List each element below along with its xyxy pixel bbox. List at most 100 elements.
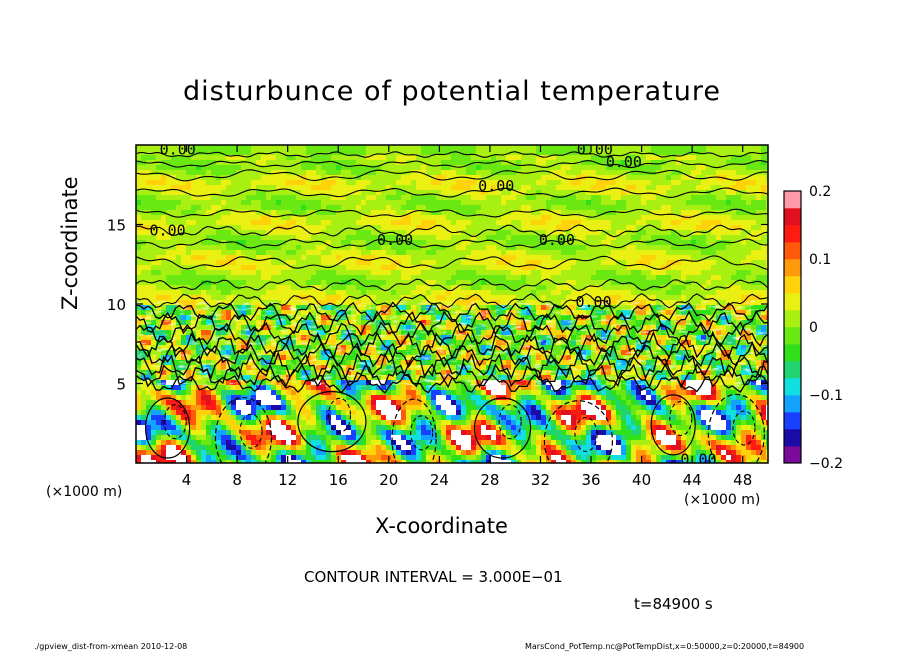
field-cell <box>636 195 642 201</box>
field-cell <box>276 290 282 296</box>
field-cell <box>521 285 527 291</box>
field-cell <box>351 275 357 281</box>
field-cell <box>536 240 542 246</box>
field-cell <box>681 275 687 281</box>
field-cell <box>211 235 217 241</box>
field-cell <box>236 150 242 156</box>
field-cell <box>356 255 362 261</box>
field-cell <box>151 180 157 186</box>
field-cell <box>151 295 157 301</box>
field-cell <box>616 290 622 296</box>
field-cell <box>646 160 652 166</box>
field-cell <box>216 250 222 256</box>
field-cell <box>256 185 262 191</box>
field-cell <box>366 175 372 181</box>
field-cell <box>411 165 417 171</box>
field-cell <box>481 195 487 201</box>
field-cell <box>476 240 482 246</box>
field-cell <box>611 295 617 301</box>
field-cell <box>721 260 727 266</box>
field-cell <box>416 235 422 241</box>
field-cell <box>501 280 507 286</box>
field-cell <box>716 155 722 161</box>
field-cell <box>146 200 152 206</box>
field-cell <box>561 200 567 206</box>
field-cell <box>216 220 222 226</box>
field-cell <box>296 205 302 211</box>
field-cell <box>436 250 442 256</box>
field-cell <box>696 245 702 251</box>
field-cell <box>756 255 762 261</box>
field-cell <box>331 145 337 151</box>
field-cell <box>141 220 147 226</box>
field-cell <box>476 265 482 271</box>
field-cell <box>561 290 567 296</box>
field-cell <box>136 250 142 256</box>
field-cell <box>476 285 482 291</box>
field-cell <box>276 240 282 246</box>
field-cell <box>761 195 767 201</box>
field-cell <box>686 285 692 291</box>
field-cell <box>226 170 232 176</box>
field-cell <box>566 230 572 236</box>
field-cell <box>491 185 497 191</box>
field-cell <box>331 205 337 211</box>
field-cell <box>631 265 637 271</box>
field-cell <box>401 285 407 291</box>
field-cell <box>496 180 502 186</box>
field-cell <box>666 255 672 261</box>
field-cell <box>466 280 472 286</box>
field-cell <box>276 285 282 291</box>
field-cell <box>681 170 687 176</box>
field-cell <box>331 250 337 256</box>
field-cell <box>246 200 252 206</box>
field-cell <box>206 285 212 291</box>
field-cell <box>286 195 292 201</box>
field-cell <box>261 285 267 291</box>
field-cell <box>766 155 768 161</box>
field-cell <box>716 175 722 181</box>
field-cell <box>141 260 147 266</box>
field-cell <box>381 220 387 226</box>
field-cell <box>296 270 302 276</box>
field-cell <box>611 165 617 171</box>
field-cell <box>696 195 702 201</box>
field-cell <box>276 265 282 271</box>
field-cell <box>156 215 162 221</box>
field-cell <box>446 270 452 276</box>
field-cell <box>376 200 382 206</box>
field-cell <box>166 285 172 291</box>
field-cell <box>496 225 502 231</box>
field-cell <box>196 165 202 171</box>
field-cell <box>656 150 662 156</box>
field-cell <box>481 185 487 191</box>
field-cell <box>191 250 197 256</box>
field-cell <box>731 210 737 216</box>
field-cell <box>216 285 222 291</box>
field-cell <box>181 270 187 276</box>
field-cell <box>146 225 152 231</box>
field-cell <box>576 250 582 256</box>
field-cell <box>201 145 207 151</box>
field-cell <box>371 155 377 161</box>
field-cell <box>766 225 768 231</box>
field-cell <box>436 150 442 156</box>
field-cell <box>746 155 752 161</box>
field-cell <box>251 185 257 191</box>
field-cell <box>556 185 562 191</box>
field-cell <box>631 270 637 276</box>
field-cell <box>711 265 717 271</box>
field-cell <box>191 240 197 246</box>
field-cell <box>251 290 257 296</box>
field-cell <box>466 165 472 171</box>
field-cell <box>346 295 352 301</box>
field-cell <box>181 285 187 291</box>
field-cell <box>336 270 342 276</box>
field-cell <box>596 270 602 276</box>
field-cell <box>151 270 157 276</box>
field-cell <box>216 295 222 301</box>
field-cell <box>476 230 482 236</box>
field-cell <box>541 190 547 196</box>
field-cell <box>611 230 617 236</box>
field-cell <box>416 220 422 226</box>
